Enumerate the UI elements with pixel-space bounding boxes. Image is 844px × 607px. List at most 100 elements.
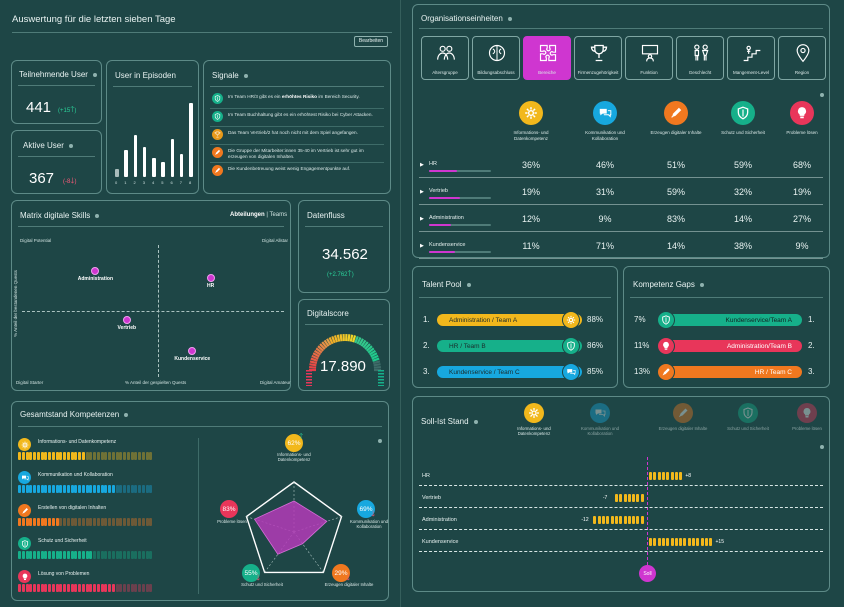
org-cell-value: 83% <box>666 214 685 224</box>
pencil-icon[interactable] <box>673 403 693 423</box>
participants-title: Teilnehmende User <box>19 70 88 79</box>
bulb-icon[interactable] <box>797 403 817 423</box>
tile-label: Funktion <box>640 70 658 75</box>
tile-funktion[interactable]: Funktion <box>625 36 673 80</box>
progress-tick <box>33 452 36 460</box>
progress-tick <box>81 551 85 559</box>
shield-icon[interactable] <box>738 403 758 423</box>
tile-firmenzugeh-rigkeit[interactable]: Firmenzugehörigkeit <box>574 36 622 80</box>
episode-x-label: 5 <box>161 180 164 185</box>
progress-tick <box>119 485 123 493</box>
pool-pill[interactable]: Kundenservice / Team C <box>437 366 582 378</box>
pool-value: 86% <box>587 341 604 350</box>
matrix-point-label: HR <box>207 283 215 289</box>
org-cell-value: 11% <box>522 241 540 251</box>
digitalscore-panel: Digitalscore 17.890 <box>298 299 390 391</box>
radar-value-badge: 69% <box>357 500 375 518</box>
tile-label: Geschlecht <box>688 70 712 75</box>
tile-altersgruppe[interactable]: Altersgruppe <box>421 36 469 80</box>
tile-bereiche[interactable]: Bereiche <box>523 36 571 80</box>
progress-tick <box>123 584 126 592</box>
chat-icon[interactable] <box>590 403 610 423</box>
sollist-row-divider <box>419 507 823 508</box>
progress-tick <box>55 584 59 592</box>
sollist-tick <box>704 538 708 546</box>
org-row-track <box>429 224 491 226</box>
tile-region[interactable]: Region <box>778 36 826 80</box>
participants-value: 441 <box>26 99 52 116</box>
gap-pill[interactable]: Kundenservice/Team A <box>660 314 802 326</box>
matrix-point[interactable] <box>122 316 131 325</box>
episode-x-label: 2 <box>133 180 136 185</box>
sollist-tick <box>623 516 627 524</box>
sollist-row-divider <box>419 551 823 552</box>
matrix-point-label: Kundenservice <box>174 355 211 362</box>
tile-bildungsabschluss[interactable]: Bildungsabschluss <box>472 36 520 80</box>
progress-tick <box>149 584 153 592</box>
matrix-point[interactable] <box>206 274 215 282</box>
sollist-column-label: Informations- und Datenkompetenz <box>517 426 551 436</box>
progress-tick <box>18 584 21 592</box>
tile-geschlecht[interactable]: Geschlecht <box>676 36 724 80</box>
progress-tick <box>130 551 134 559</box>
expand-icon[interactable]: ▶ <box>420 162 424 168</box>
matrix-point[interactable] <box>91 267 100 276</box>
tab-abteilungen[interactable]: Abteilungen <box>230 212 265 218</box>
progress-tick <box>78 518 81 526</box>
progress-tick <box>104 584 108 592</box>
expand-icon[interactable]: ▶ <box>420 243 424 249</box>
gap-pill[interactable]: HR / Team C <box>660 366 802 378</box>
sollist-tick <box>636 494 640 502</box>
progress-tick <box>96 584 100 592</box>
dataflow-value: 34.562 <box>322 246 368 263</box>
org-row-label: Administration <box>429 215 464 221</box>
expand-icon[interactable]: ▶ <box>420 216 424 222</box>
progress-tick <box>44 518 48 526</box>
radar-axis-label: Kommunikation und Kollaboration <box>350 519 388 529</box>
progress-tick <box>134 551 138 559</box>
progress-tick <box>111 584 115 592</box>
progress-tick <box>18 518 21 526</box>
pool-pill[interactable]: Administration / Team A <box>437 314 582 326</box>
trophy-icon <box>212 129 223 140</box>
progress-tick <box>149 551 153 559</box>
episode-x-label: 3 <box>142 180 145 185</box>
progress-tick <box>93 584 96 592</box>
org-cell-value: 31% <box>595 187 614 197</box>
progress-tick <box>59 452 63 460</box>
progress-tick <box>36 584 40 592</box>
competence-progress <box>18 551 153 559</box>
expand-icon[interactable]: ▶ <box>420 189 424 195</box>
gap-pill[interactable]: Administration/Team B <box>660 340 802 352</box>
progress-tick <box>40 584 44 592</box>
matrix-point[interactable] <box>188 346 197 355</box>
tile-mangement-level[interactable]: Mangement-Level <box>727 36 775 80</box>
sollist-row-divider <box>419 485 823 486</box>
gear-icon[interactable] <box>524 403 544 423</box>
progress-tick <box>108 551 111 559</box>
progress-tick <box>134 518 138 526</box>
edit-button[interactable]: Bearbeiten <box>354 36 388 47</box>
progress-tick <box>115 584 119 592</box>
progress-tick <box>18 452 21 460</box>
org-cell-value: 19% <box>792 187 811 197</box>
progress-tick <box>29 518 33 526</box>
progress-tick <box>149 518 153 526</box>
matrix-v-axis <box>158 245 159 377</box>
corner-digital-amateur: Digital Amateur <box>260 380 291 385</box>
progress-tick <box>138 485 141 493</box>
dataflow-panel: Datenfluss 34.562 (+2.762🡑) <box>298 200 390 293</box>
progress-tick <box>93 485 96 493</box>
soll-line <box>647 457 648 565</box>
progress-tick <box>74 551 78 559</box>
shield-icon <box>212 111 223 122</box>
tab-teams[interactable]: Teams <box>269 212 288 218</box>
progress-tick <box>36 452 40 460</box>
progress-tick <box>89 485 93 493</box>
progress-tick <box>111 551 115 559</box>
progress-tick <box>36 551 40 559</box>
progress-tick <box>59 485 63 493</box>
progress-tick <box>115 551 119 559</box>
competence-progress <box>18 485 153 493</box>
pool-pill[interactable]: HR / Team B <box>437 340 582 352</box>
